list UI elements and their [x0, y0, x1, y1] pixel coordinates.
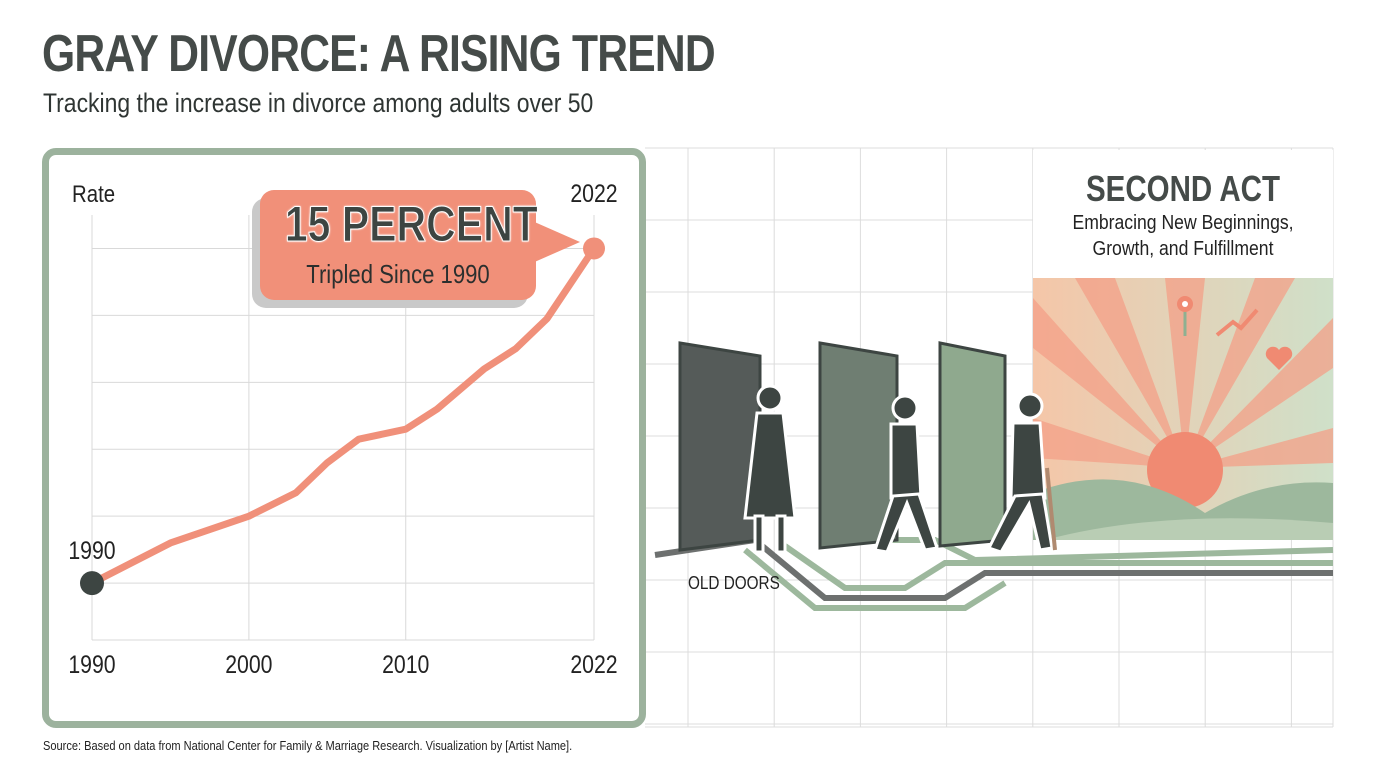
callout-box: [260, 190, 536, 300]
door-icon: [678, 341, 1007, 552]
end-point: [583, 237, 605, 260]
x-tick-label: 2022: [570, 650, 617, 678]
page-subtitle: Tracking the increase in divorce among a…: [43, 88, 594, 118]
walking-person-icon: [743, 384, 1057, 554]
second-act-box: SECOND ACT Embracing New Beginnings, Gro…: [1033, 150, 1333, 278]
sunrise-scene: [1033, 278, 1333, 540]
x-tick-label: 2000: [225, 650, 272, 678]
sun-rays: [1033, 278, 1333, 468]
callout-subtext: Tripled Since 1990: [306, 259, 490, 289]
callout-tail: [530, 220, 580, 264]
callout-bubble: 15 PERCENT Tripled Since 1990: [260, 190, 580, 300]
page-title: GRAY DIVORCE: A RISING TREND: [42, 25, 716, 83]
second-act-line1: Embracing New Beginnings,: [1072, 212, 1294, 234]
callout-headline: 15 PERCENT: [284, 196, 538, 253]
second-act-line2: Growth, and Fulfillment: [1092, 238, 1274, 260]
source-note: Source: Based on data from National Cent…: [43, 738, 573, 753]
trend-arrow-icon: [1215, 308, 1259, 337]
heart-icon: [1265, 346, 1293, 370]
second-act-title: SECOND ACT: [1085, 168, 1281, 209]
doors-illustration: [654, 278, 1334, 611]
flower-icon: [1177, 296, 1193, 336]
start-point: [80, 571, 104, 596]
end-point-label: 2022: [570, 179, 617, 207]
old-doors-label: OLD DOORS: [688, 573, 780, 593]
x-tick-label: 2010: [382, 650, 429, 678]
rate-line: [88, 244, 598, 587]
y-axis-label: Rate: [72, 180, 115, 207]
x-tick-label: 1990: [68, 650, 115, 678]
sun-icon: [1147, 432, 1223, 508]
start-point-label: 1990: [68, 536, 115, 564]
